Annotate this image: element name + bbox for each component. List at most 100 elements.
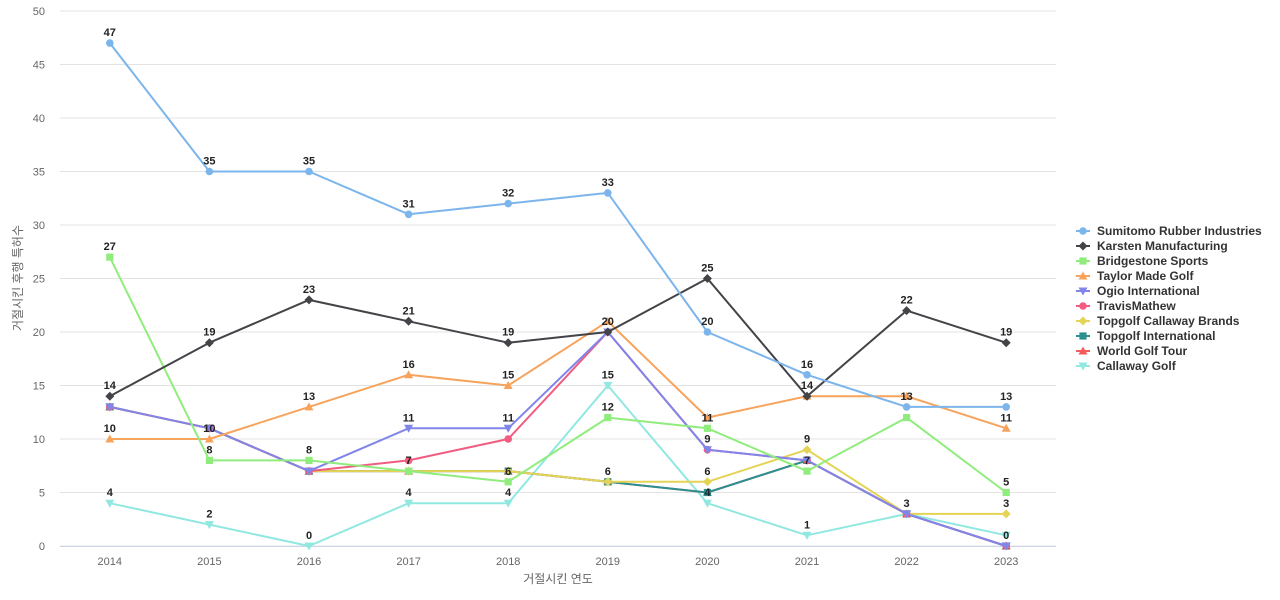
data-point xyxy=(106,253,114,261)
legend-item[interactable]: Topgolf Callaway Brands xyxy=(1076,314,1240,328)
legend-item[interactable]: World Golf Tour xyxy=(1076,344,1188,358)
data-label: 6 xyxy=(505,466,511,478)
data-point xyxy=(304,542,314,551)
data-point xyxy=(1002,403,1010,411)
legend-marker-icon xyxy=(1078,271,1088,280)
legend-label: Karsten Manufacturing xyxy=(1097,239,1228,253)
data-label: 35 xyxy=(303,156,315,168)
data-point xyxy=(504,435,512,443)
data-point xyxy=(802,445,812,455)
y-tick-label: 10 xyxy=(33,434,45,446)
x-axis-title: 거절시킨 연도 xyxy=(523,572,593,586)
series-line xyxy=(108,277,1008,398)
data-point xyxy=(902,510,912,519)
data-label: 0 xyxy=(1003,530,1009,542)
legend-label: Ogio International xyxy=(1097,284,1200,298)
data-label: 33 xyxy=(602,177,614,189)
y-tick-label: 5 xyxy=(39,488,45,500)
data-label: 14 xyxy=(104,380,117,392)
data-point xyxy=(204,338,214,348)
data-point xyxy=(604,414,612,422)
data-point xyxy=(803,467,811,475)
legend-label: Sumitomo Rubber Industries xyxy=(1097,224,1262,238)
series-sumitomo-rubber-industries xyxy=(106,39,1010,411)
legend-item[interactable]: Topgolf International xyxy=(1076,329,1215,343)
data-label: 35 xyxy=(203,156,215,168)
series-bridgestone-sports xyxy=(106,253,1010,497)
data-label: 15 xyxy=(502,370,514,382)
data-point xyxy=(105,403,115,412)
data-label: 19 xyxy=(203,327,215,339)
data-label: 9 xyxy=(804,434,810,446)
legend-item[interactable]: Callaway Golf xyxy=(1076,359,1177,373)
data-point xyxy=(703,328,712,336)
data-label: 6 xyxy=(704,466,710,478)
data-label: 16 xyxy=(801,359,813,371)
data-point xyxy=(1001,509,1011,519)
y-axis-ticks: 0 5 10 15 20 25 30 35 40 45 50 xyxy=(33,6,45,553)
data-point xyxy=(405,467,413,475)
data-label: 27 xyxy=(104,241,116,253)
data-label: 11 xyxy=(502,412,514,424)
y-tick-label: 40 xyxy=(33,113,45,125)
x-axis-ticks: 2014 2015 2016 2017 2018 2019 2020 2021 2022 2023 xyxy=(98,556,1019,568)
series-line xyxy=(108,256,1008,494)
legend-item[interactable]: Taylor Made Golf xyxy=(1076,269,1194,283)
y-tick-label: 50 xyxy=(33,6,45,18)
data-label: 32 xyxy=(502,188,514,200)
y-tick-label: 35 xyxy=(33,167,45,179)
data-point xyxy=(902,403,911,411)
data-point xyxy=(803,371,811,379)
legend-item[interactable]: TravisMathew xyxy=(1076,299,1176,313)
data-label: 25 xyxy=(701,263,713,275)
x-tick-label: 2019 xyxy=(596,556,620,568)
data-point xyxy=(204,434,214,443)
data-point xyxy=(603,316,613,325)
data-label: 14 xyxy=(801,380,814,392)
legend-label: Topgolf Callaway Brands xyxy=(1097,314,1240,328)
data-point xyxy=(106,39,114,47)
data-label: 4 xyxy=(406,487,413,499)
y-tick-label: 30 xyxy=(33,220,45,232)
legend-item[interactable]: Sumitomo Rubber Industries xyxy=(1076,224,1262,238)
y-tick-label: 15 xyxy=(33,381,45,393)
data-point xyxy=(105,434,115,443)
series-callaway-golf xyxy=(105,382,1011,551)
data-label: 6 xyxy=(605,466,611,478)
data-label: 1 xyxy=(804,519,810,531)
data-label: 3 xyxy=(1003,498,1009,510)
legend-label: Topgolf International xyxy=(1097,329,1215,343)
data-point xyxy=(205,167,214,176)
data-point xyxy=(702,477,712,487)
data-point xyxy=(603,477,613,487)
legend-item[interactable]: Ogio International xyxy=(1076,284,1200,298)
legend-marker-icon xyxy=(1079,302,1087,310)
data-point xyxy=(703,488,711,497)
data-label: 3 xyxy=(904,498,910,510)
legend-item[interactable]: Karsten Manufacturing xyxy=(1076,239,1228,253)
legend-marker-icon xyxy=(1078,316,1088,326)
data-point xyxy=(802,456,812,465)
series-karsten-manufacturing xyxy=(105,274,1011,401)
data-label: 23 xyxy=(303,284,315,296)
data-point xyxy=(1001,423,1011,432)
data-label: 31 xyxy=(402,198,414,210)
data-label: 13 xyxy=(303,391,315,403)
data-point xyxy=(105,499,115,508)
legend-label: Taylor Made Golf xyxy=(1097,269,1194,283)
data-point xyxy=(105,391,115,401)
data-label: 4 xyxy=(505,487,512,499)
series-line xyxy=(108,320,1008,440)
data-label: 7 xyxy=(406,455,412,467)
data-label: 13 xyxy=(900,391,912,403)
data-point xyxy=(503,499,513,508)
x-tick-label: 2017 xyxy=(396,556,420,568)
legend-marker-icon xyxy=(1078,287,1088,296)
series-line xyxy=(108,42,1008,408)
data-point xyxy=(702,499,712,508)
legend-item[interactable]: Bridgestone Sports xyxy=(1076,254,1209,268)
data-label: 21 xyxy=(402,305,414,317)
data-point xyxy=(503,381,513,389)
legend-label: Bridgestone Sports xyxy=(1097,254,1209,268)
